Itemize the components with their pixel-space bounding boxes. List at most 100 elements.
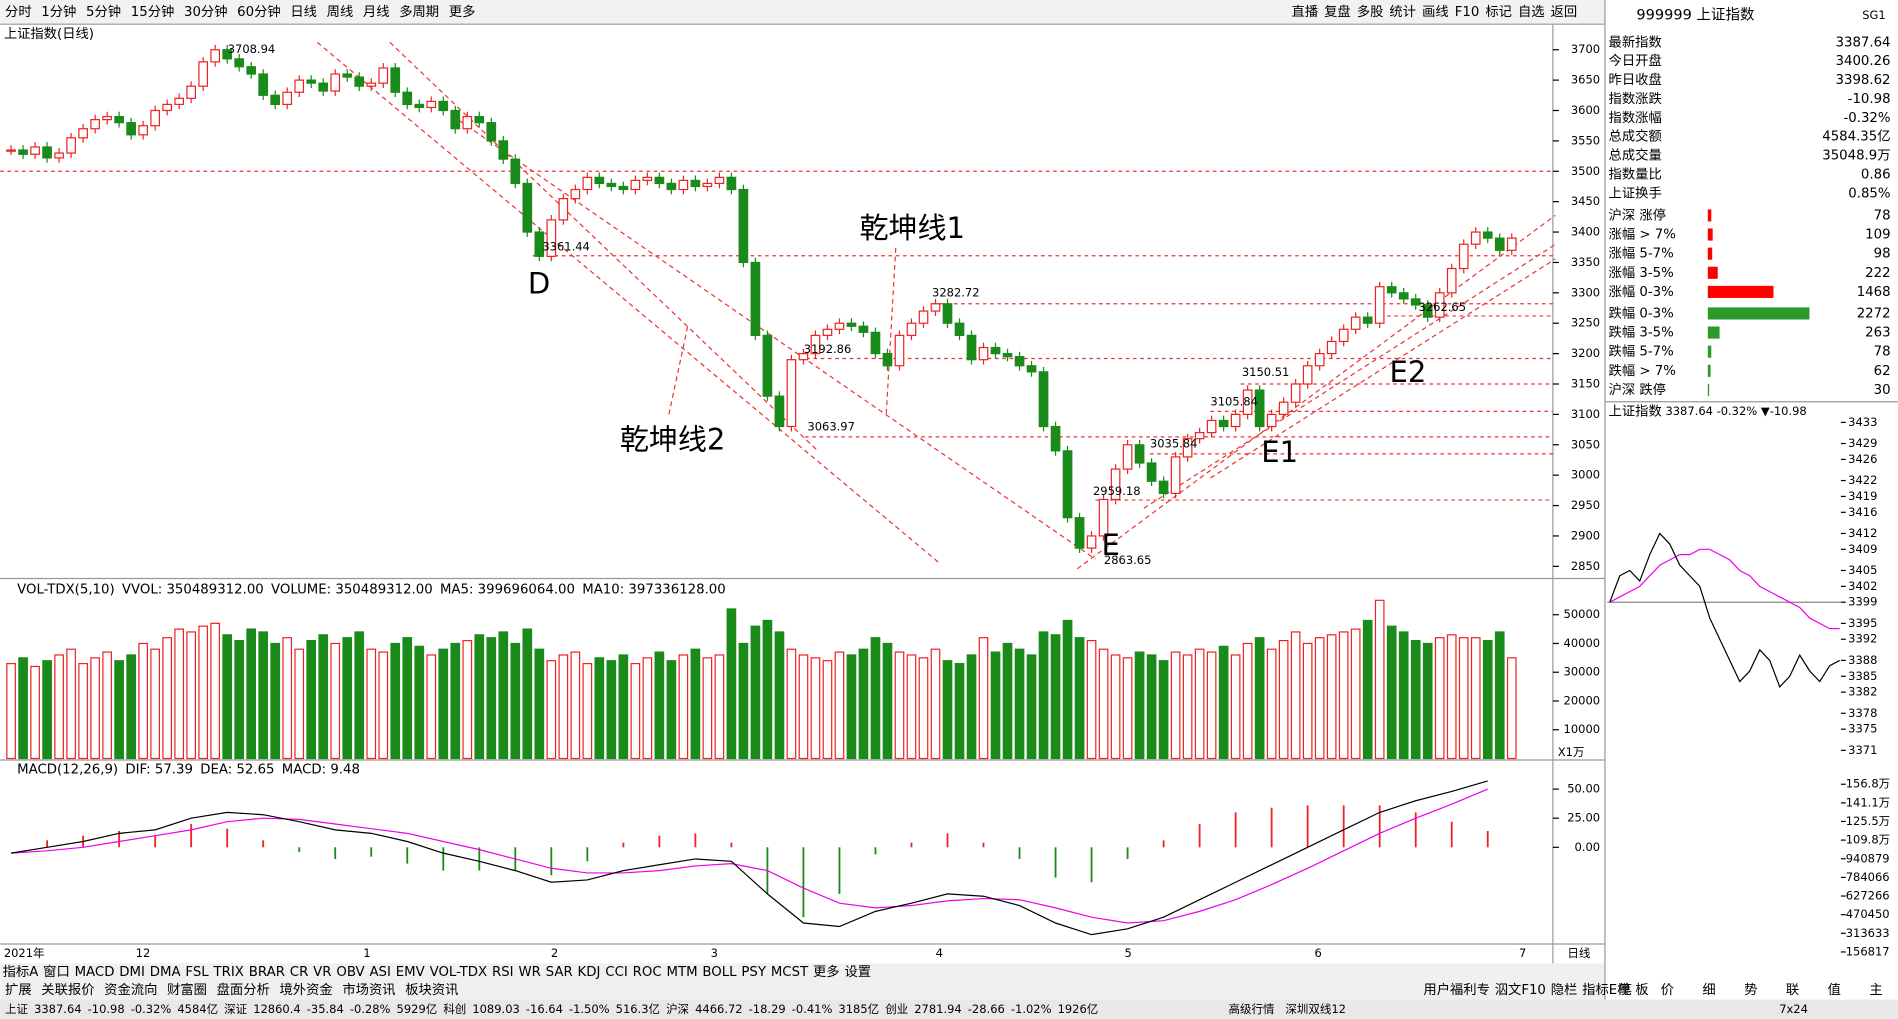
indicator-tab[interactable]: ROC bbox=[633, 965, 662, 980]
period-tab[interactable]: 1分钟 bbox=[41, 3, 76, 20]
indicator-tab[interactable]: WR bbox=[518, 965, 540, 980]
period-tab[interactable]: 多周期 bbox=[399, 3, 439, 20]
bottom-tab[interactable]: 关联报价 bbox=[41, 982, 94, 998]
bottom-tab[interactable]: 扩展 bbox=[5, 982, 32, 998]
volume-header[interactable]: VOLUME: 350489312.00 bbox=[271, 582, 433, 597]
macd-header[interactable]: MACD(12,26,9) bbox=[17, 763, 118, 778]
period-tab[interactable]: 更多 bbox=[449, 3, 476, 20]
y-tick-label: 20000 bbox=[1564, 693, 1601, 707]
y-tick-label: 3412 bbox=[1848, 526, 1877, 540]
candle bbox=[174, 97, 184, 106]
status-item: -1.02% bbox=[1011, 1002, 1052, 1016]
panel-tab[interactable]: 联 bbox=[1786, 982, 1799, 998]
period-tab[interactable]: 60分钟 bbox=[237, 3, 281, 20]
candle bbox=[702, 182, 713, 188]
candle bbox=[738, 188, 749, 264]
panel-tab[interactable]: 势 bbox=[1744, 982, 1757, 998]
period-tab[interactable]: 周线 bbox=[327, 4, 354, 20]
volume-bar bbox=[630, 662, 641, 760]
macd-header[interactable]: DEA: 52.65 bbox=[200, 763, 274, 778]
candle bbox=[450, 109, 461, 130]
indicator-tab[interactable]: RSI bbox=[492, 965, 514, 980]
indicator-tab[interactable]: CCI bbox=[605, 965, 628, 980]
indicator-tab[interactable]: CR bbox=[290, 965, 309, 980]
bottom-tab[interactable]: 资金流向 bbox=[104, 982, 157, 998]
bottom-tab[interactable]: 隐栏 bbox=[1551, 982, 1578, 998]
bottom-tab[interactable]: 盘面分析 bbox=[217, 981, 270, 998]
bottom-tab[interactable]: 境外资金 bbox=[279, 982, 332, 998]
y-tick-label: 3419 bbox=[1848, 489, 1877, 503]
panel-tab[interactable]: 主 bbox=[1869, 982, 1882, 998]
tool-button[interactable]: 统计 bbox=[1389, 4, 1416, 20]
volume-header[interactable]: MA5: 399696064.00 bbox=[440, 582, 575, 597]
macd-header[interactable]: MACD: 9.48 bbox=[282, 763, 360, 778]
indicator-tab[interactable]: EMV bbox=[396, 965, 425, 980]
indicator-tab[interactable]: 更多 bbox=[813, 963, 840, 980]
period-tab[interactable]: 15分钟 bbox=[131, 3, 175, 20]
volume-bar bbox=[1170, 651, 1181, 760]
volume-bar bbox=[90, 657, 100, 760]
bottom-tab[interactable]: 市场资讯 bbox=[342, 981, 395, 998]
volume-bar bbox=[690, 648, 701, 760]
tool-button[interactable]: 画线 bbox=[1422, 4, 1449, 20]
y-tick-label: 470450 bbox=[1846, 907, 1890, 921]
bottom-tab[interactable]: 泅文F10 bbox=[1495, 982, 1546, 998]
period-tab[interactable]: 5分钟 bbox=[86, 3, 121, 20]
y-tick-label: 156817 bbox=[1846, 944, 1890, 958]
indicator-tab[interactable]: ASI bbox=[369, 965, 390, 980]
breadth-bar bbox=[1707, 209, 1712, 222]
panel-tab[interactable]: 笔 bbox=[1619, 982, 1632, 998]
trend-line bbox=[459, 120, 1096, 560]
candle bbox=[930, 303, 941, 312]
bottom-tab[interactable]: 指标E模 bbox=[1582, 982, 1630, 998]
volume-header[interactable]: VVOL: 350489312.00 bbox=[122, 582, 264, 597]
indicator-tab[interactable]: MCST bbox=[771, 965, 809, 980]
volume-bar bbox=[810, 657, 821, 760]
indicator-tab[interactable]: MACD bbox=[75, 965, 115, 980]
indicator-tab[interactable]: MTM bbox=[666, 965, 697, 980]
period-tab[interactable]: 分时 bbox=[5, 4, 32, 20]
indicator-tab[interactable]: 窗口 bbox=[43, 963, 70, 980]
indicator-tab[interactable]: OBV bbox=[336, 965, 364, 980]
period-tab[interactable]: 日线 bbox=[290, 4, 317, 20]
tool-button[interactable]: F10 bbox=[1455, 5, 1480, 20]
indicator-tab[interactable]: BRAR bbox=[249, 965, 285, 980]
indicator-tab[interactable]: TRIX bbox=[213, 965, 244, 980]
indicator-tab[interactable]: FSL bbox=[185, 965, 209, 980]
indicator-tab[interactable]: DMI bbox=[119, 965, 145, 980]
panel-tab[interactable]: 值 bbox=[1828, 982, 1841, 998]
indicator-tab[interactable]: SAR bbox=[546, 965, 573, 980]
panel-tab[interactable]: 细 bbox=[1702, 982, 1715, 998]
period-tab[interactable]: 月线 bbox=[363, 4, 390, 20]
indicator-tab[interactable]: 设置 bbox=[844, 964, 871, 980]
y-tick-label: 3600 bbox=[1571, 103, 1600, 117]
tool-button[interactable]: 复盘 bbox=[1324, 3, 1351, 20]
indicator-tab[interactable]: VR bbox=[313, 965, 331, 980]
tool-button[interactable]: 返回 bbox=[1551, 4, 1578, 20]
tool-button[interactable]: 自选 bbox=[1518, 4, 1545, 20]
bottom-tab[interactable]: 财富圈 bbox=[167, 981, 207, 998]
volume-header[interactable]: MA10: 397336128.00 bbox=[582, 582, 725, 597]
bottom-tab[interactable]: 用户福利专 bbox=[1423, 981, 1489, 998]
indicator-tab[interactable]: PSY bbox=[741, 965, 766, 980]
indicator-tab[interactable]: 指标A bbox=[3, 964, 39, 980]
bottom-tab[interactable]: 板块资讯 bbox=[405, 982, 458, 998]
indicator-tab[interactable]: VOL-TDX bbox=[430, 965, 488, 980]
tool-button[interactable]: 标记 bbox=[1485, 4, 1512, 20]
tool-button[interactable]: 多股 bbox=[1357, 3, 1384, 20]
volume-bar bbox=[462, 639, 473, 760]
indicator-tab[interactable]: KDJ bbox=[578, 965, 601, 980]
volume-header[interactable]: VOL-TDX(5,10) bbox=[17, 582, 115, 597]
intraday-quote: 3387.64 -0.32% ▼-10.98 bbox=[1665, 404, 1806, 418]
indicator-tab[interactable]: BOLL bbox=[702, 965, 737, 980]
bottom-tab[interactable]: 板 bbox=[1635, 982, 1648, 998]
volume-bar bbox=[30, 665, 40, 760]
tool-button[interactable]: 直播 bbox=[1291, 4, 1318, 20]
status-item: 1089.03 bbox=[472, 1002, 520, 1016]
candle bbox=[414, 103, 425, 109]
period-tab[interactable]: 30分钟 bbox=[184, 3, 228, 20]
volume-bar bbox=[1230, 654, 1241, 760]
indicator-tab[interactable]: DMA bbox=[150, 965, 181, 980]
panel-tab[interactable]: 价 bbox=[1661, 983, 1674, 998]
macd-header[interactable]: DIF: 57.39 bbox=[125, 763, 193, 778]
